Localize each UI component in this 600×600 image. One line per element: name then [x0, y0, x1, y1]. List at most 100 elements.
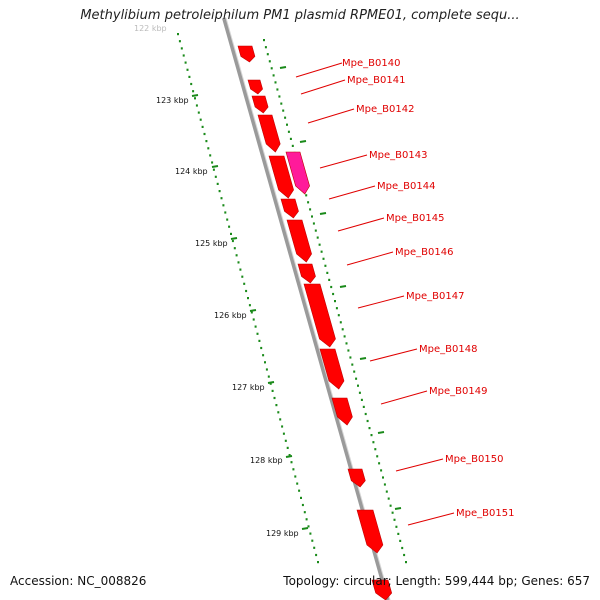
tick-mark [178, 40, 181, 43]
major-tick-mark [211, 165, 219, 168]
gene-mpe-b0145[interactable] [280, 198, 299, 219]
gene-mpe-b0146[interactable] [286, 219, 312, 263]
tick-mark [334, 300, 336, 303]
gene-mpe-b0149[interactable] [331, 397, 353, 426]
gene-label-b0150[interactable]: Mpe_B0150 [445, 454, 503, 465]
gene-label-b0147[interactable]: Mpe_B0147 [406, 291, 464, 302]
major-tick-mark [279, 66, 287, 69]
gene-mpe-b0140[interactable] [237, 45, 256, 63]
tick-mark [248, 304, 251, 307]
tick-mark [341, 328, 344, 331]
tick-mark [269, 382, 272, 385]
tick-mark [370, 434, 373, 437]
gene-track [237, 45, 393, 600]
tick-mark [405, 561, 407, 564]
leader-line [319, 154, 368, 169]
gene-label-b0148[interactable]: Mpe_B0148 [419, 344, 477, 355]
tick-mark [289, 137, 292, 140]
gene-mpe-b0147a[interactable] [297, 263, 316, 284]
tick-mark [301, 503, 304, 507]
gene-label-b0140[interactable]: Mpe_B0140 [342, 58, 400, 69]
gene-mpe-b0151[interactable] [356, 509, 384, 554]
tick-mark [303, 511, 306, 514]
label-leaders [295, 62, 455, 526]
gene-label-b0151[interactable]: Mpe_B0151 [456, 508, 514, 519]
tick-mark [401, 546, 404, 550]
gene-mpe-b0144-alt[interactable] [285, 151, 310, 195]
gene-mpe-b0144[interactable] [268, 155, 294, 199]
tick-mark [256, 332, 259, 335]
tick-mark [277, 411, 280, 414]
gene-label-b0149[interactable]: Mpe_B0149 [429, 386, 487, 397]
major-tick-mark [249, 309, 257, 312]
sequence-backbone-edge [225, 17, 391, 600]
gene-mpe-b0143[interactable] [257, 114, 281, 153]
tick-mark [314, 229, 317, 232]
tick-mark [397, 532, 400, 535]
tick-mark [272, 74, 275, 77]
tick-mark [274, 81, 277, 84]
tick-mark [214, 175, 217, 178]
tick-mark [355, 377, 358, 380]
leader-line [407, 512, 455, 526]
kbp-label-126: 126 kbp [214, 311, 247, 320]
gene-mpe-b0150[interactable] [347, 468, 366, 488]
kbp-label-125: 125 kbp [195, 239, 228, 248]
tick-mark [389, 504, 392, 507]
gene-mpe-b0142[interactable] [251, 95, 269, 114]
tick-mark [311, 215, 313, 218]
major-tick-mark [299, 140, 307, 143]
gene-label-b0144[interactable]: Mpe_B0144 [377, 181, 435, 192]
tick-mark [186, 68, 189, 71]
map-title: Methylibium petroleiphilum PM1 plasmid R… [80, 8, 520, 23]
major-tick-mark [394, 507, 402, 510]
tick-mark [311, 539, 314, 542]
gene-label-b0145[interactable]: Mpe_B0145 [386, 213, 444, 224]
tick-mark [345, 342, 348, 345]
gene-mpe-b0141[interactable] [247, 79, 263, 95]
tick-mark [194, 97, 196, 100]
tick-mark [351, 363, 354, 366]
tick-mark [243, 282, 246, 285]
tick-mark [268, 60, 271, 63]
tick-mark [264, 46, 267, 49]
gene-mpe-b0152[interactable] [371, 579, 393, 600]
tick-mark [332, 292, 335, 296]
tick-mark [201, 125, 204, 128]
tick-mark [228, 225, 231, 228]
tick-mark [270, 67, 273, 70]
leader-line [369, 348, 418, 362]
tick-mark [360, 398, 363, 401]
tick-mark [358, 391, 361, 394]
tick-mark [239, 268, 242, 271]
tick-mark [222, 204, 225, 207]
major-tick-mark [267, 381, 275, 384]
tick-mark [298, 489, 301, 492]
tick-mark [287, 130, 290, 133]
gene-mpe-b0148[interactable] [319, 348, 345, 390]
tick-mark [267, 375, 270, 378]
sequence-summary: Topology: circular; Length: 599,444 bp; … [283, 574, 590, 588]
tick-mark [192, 90, 195, 93]
tick-mark [368, 427, 371, 430]
tick-mark [250, 311, 253, 314]
tick-mark [309, 208, 312, 211]
tick-mark [241, 275, 244, 278]
leader-line [307, 108, 355, 124]
major-tick-mark [301, 527, 309, 530]
tick-mark [307, 525, 310, 528]
tick-mark [282, 109, 285, 112]
leader-line [337, 217, 385, 232]
gene-mpe-b0147[interactable] [303, 283, 336, 348]
tick-mark [211, 161, 214, 164]
tick-mark [195, 104, 198, 107]
gene-label-b0146[interactable]: Mpe_B0146 [395, 247, 453, 258]
gene-label-b0141[interactable]: Mpe_B0141 [347, 75, 405, 86]
leader-line [295, 62, 343, 78]
tick-mark [366, 419, 369, 423]
tick-mark [177, 33, 179, 36]
gene-label-b0142[interactable]: Mpe_B0142 [356, 104, 414, 115]
gene-label-b0143[interactable]: Mpe_B0143 [369, 150, 427, 161]
major-tick-mark [230, 237, 238, 240]
